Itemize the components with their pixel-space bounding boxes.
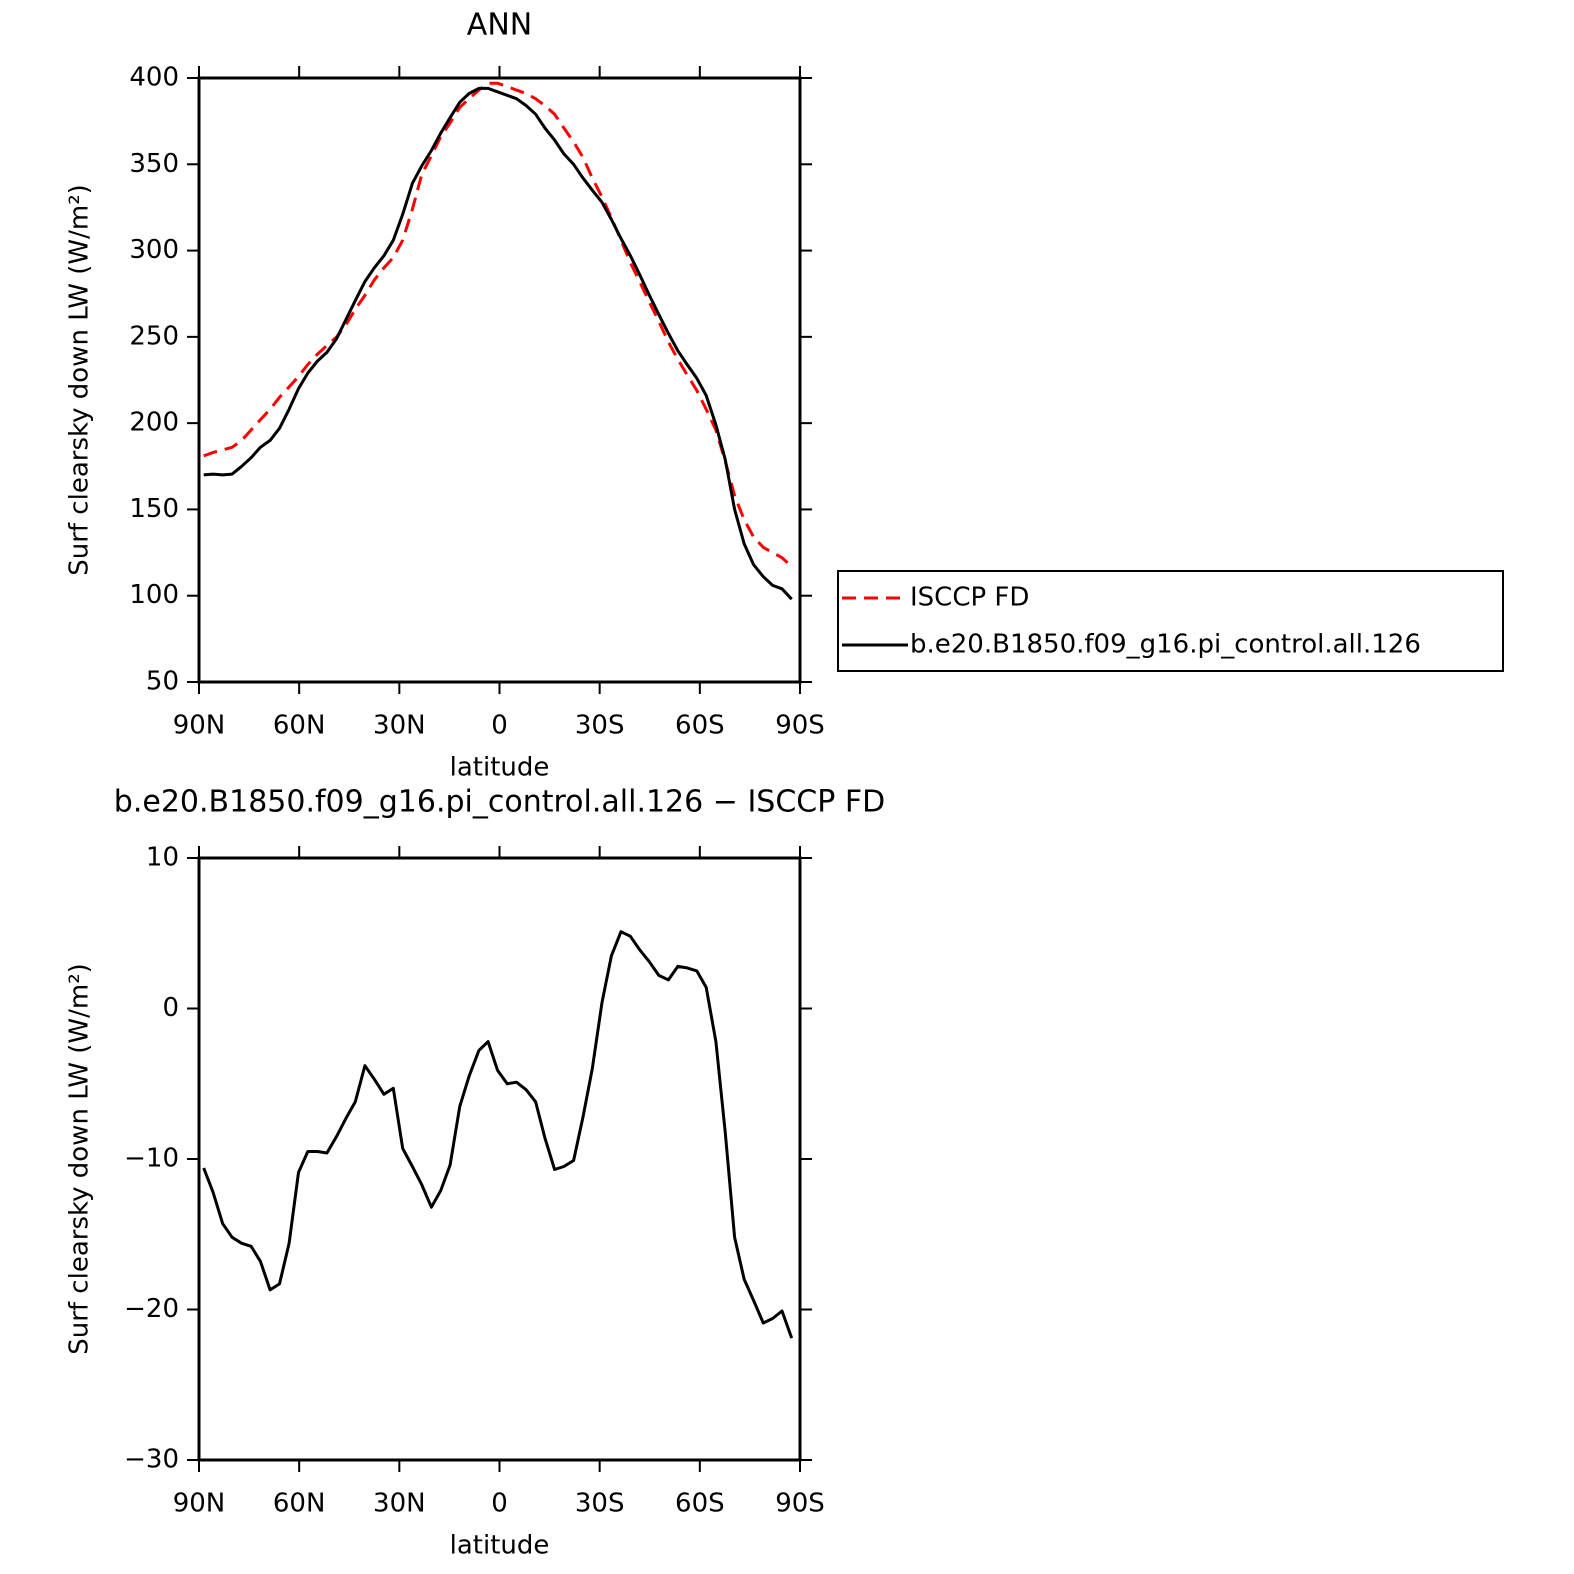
x-tick-label: 0 bbox=[491, 1489, 508, 1519]
chart-title: b.e20.B1850.f09_g16.pi_control.all.126 −… bbox=[114, 785, 885, 820]
y-tick-label: 300 bbox=[129, 235, 179, 265]
chart-title: ANN bbox=[467, 8, 532, 43]
legend-label: ISCCP FD bbox=[910, 583, 1029, 613]
plot-frame bbox=[197, 856, 802, 1462]
data-line bbox=[203, 86, 793, 601]
y-tick-label: −20 bbox=[124, 1294, 179, 1324]
legend-box bbox=[837, 570, 1504, 672]
x-tick-label: 30S bbox=[575, 1489, 625, 1519]
y-tick-label: 250 bbox=[129, 321, 179, 351]
y-tick-label: 350 bbox=[129, 149, 179, 179]
x-tick-label: 30N bbox=[373, 1489, 426, 1519]
y-tick-label: 150 bbox=[129, 494, 179, 524]
y-tick-label: −10 bbox=[124, 1144, 179, 1174]
x-tick-label: 0 bbox=[491, 711, 508, 741]
y-tick-label: 10 bbox=[146, 843, 179, 873]
x-tick-label: 60S bbox=[675, 711, 725, 741]
plot-frame bbox=[197, 76, 802, 684]
x-tick-label: 60N bbox=[273, 711, 326, 741]
y-tick-label: 0 bbox=[162, 993, 179, 1023]
y-tick-label: −30 bbox=[124, 1445, 179, 1475]
x-tick-label: 90N bbox=[173, 1489, 226, 1519]
legend-label: b.e20.B1850.f09_g16.pi_control.all.126 bbox=[910, 630, 1421, 660]
x-tick-label: 60N bbox=[273, 1489, 326, 1519]
x-tick-label: 90S bbox=[775, 1489, 825, 1519]
y-tick-label: 200 bbox=[129, 408, 179, 438]
y-axis-label: Surf clearsky down LW (W/m²) bbox=[65, 184, 95, 576]
data-line bbox=[202, 930, 794, 1339]
x-tick-label: 90N bbox=[173, 711, 226, 741]
x-tick-label: 30N bbox=[373, 711, 426, 741]
y-tick-label: 400 bbox=[129, 63, 179, 93]
y-axis-label: Surf clearsky down LW (W/m²) bbox=[65, 963, 95, 1355]
data-line bbox=[203, 81, 793, 568]
y-tick-label: 50 bbox=[146, 667, 179, 697]
x-axis-label: latitude bbox=[450, 753, 550, 783]
x-tick-label: 30S bbox=[575, 711, 625, 741]
x-tick-label: 60S bbox=[675, 1489, 725, 1519]
y-tick-label: 100 bbox=[129, 580, 179, 610]
x-axis-label: latitude bbox=[450, 1531, 550, 1561]
x-tick-label: 90S bbox=[775, 711, 825, 741]
